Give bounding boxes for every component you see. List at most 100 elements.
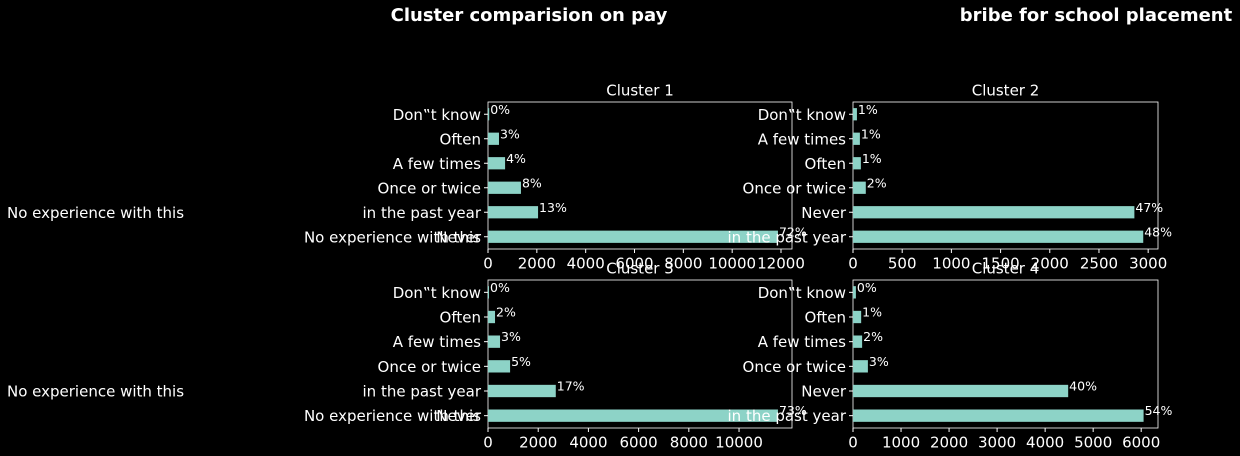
- x-tick-label: 10000: [708, 255, 756, 273]
- axes-frame: [487, 279, 793, 429]
- bar: [488, 384, 556, 398]
- bar: [853, 286, 856, 299]
- value-label: 1%: [862, 151, 882, 166]
- x-tick-label: 1500: [981, 255, 1019, 273]
- bar: [853, 360, 868, 373]
- bar: [853, 310, 862, 324]
- bar: [853, 409, 1144, 422]
- value-label: 0%: [857, 280, 877, 295]
- value-label: 40%: [1069, 379, 1097, 394]
- bar: [488, 157, 506, 170]
- y-tick-label: Don‟t know: [758, 106, 846, 124]
- value-label: 73%: [779, 403, 807, 418]
- bar: [488, 310, 496, 324]
- x-tick-label: 6000: [615, 255, 653, 273]
- x-tick-label: 6000: [620, 434, 658, 452]
- bar: [488, 360, 511, 373]
- bar: [488, 286, 490, 299]
- y-tick-label: No experience with this: [304, 228, 481, 246]
- x-tick-label: 0: [848, 255, 858, 273]
- value-label: 3%: [501, 329, 521, 344]
- x-tick-label: 500: [888, 255, 917, 273]
- value-label: 72%: [779, 224, 807, 239]
- y-tick-label: in the past year: [728, 228, 847, 246]
- y-tick-label: Often: [805, 155, 846, 173]
- y-tick-label: Don‟t know: [393, 284, 481, 302]
- subplot-title: Cluster 3: [606, 260, 674, 278]
- value-label: 3%: [869, 354, 889, 369]
- x-tick-label: 2000: [518, 255, 556, 273]
- y-tick-label: in the past year: [363, 383, 482, 401]
- y-tick-label: Don‟t know: [758, 284, 846, 302]
- bar: [853, 230, 1144, 243]
- bar: [853, 206, 1135, 219]
- y-tick-label: Don‟t know: [393, 106, 481, 124]
- x-tick-label: 1000: [932, 255, 970, 273]
- y-tick-label: Often: [805, 309, 846, 327]
- value-label: 13%: [539, 200, 567, 215]
- x-tick-label: 2000: [930, 434, 968, 452]
- x-tick-label: 10000: [715, 434, 763, 452]
- y-tick-label: Never: [436, 407, 482, 425]
- bar: [488, 181, 521, 194]
- value-label: 47%: [1135, 200, 1163, 215]
- x-tick-label: 0: [483, 434, 493, 452]
- value-label: 2%: [867, 175, 887, 190]
- subplot-title: Cluster 2: [972, 82, 1040, 100]
- value-label: 1%: [861, 126, 881, 141]
- y-tick-label: Never: [801, 383, 847, 401]
- x-tick-label: 1000: [882, 434, 920, 452]
- y-tick-label: A few times: [393, 155, 481, 173]
- x-tick-label: 6000: [1122, 434, 1160, 452]
- y-tick-label: Often: [440, 130, 481, 148]
- bar: [488, 409, 778, 422]
- value-label: 2%: [496, 305, 516, 320]
- x-tick-label: 2000: [1031, 255, 1069, 273]
- x-tick-label: 2500: [1080, 255, 1118, 273]
- x-tick-label: 4000: [569, 434, 607, 452]
- x-tick-label: 4000: [1026, 434, 1064, 452]
- suptitle: Cluster comparision on pay: [391, 5, 668, 26]
- value-label: 8%: [522, 175, 542, 190]
- y-tick-label: Once or twice: [378, 358, 481, 376]
- value-label: 2%: [863, 329, 883, 344]
- axes-frame: [487, 101, 793, 250]
- y-tick-label: in the past year: [728, 407, 847, 425]
- value-label: 1%: [862, 305, 882, 320]
- value-label: 0%: [490, 102, 510, 117]
- bar: [853, 335, 863, 348]
- y-tick-label: in the past year: [363, 204, 482, 222]
- x-tick-label: 0: [483, 255, 493, 273]
- value-label: 4%: [506, 151, 526, 166]
- y-tick-label: Once or twice: [743, 179, 846, 197]
- y-tick-label: Never: [801, 204, 847, 222]
- value-label: 1%: [858, 102, 878, 117]
- axes-frame: [852, 279, 1159, 429]
- y-tick-label: A few times: [393, 333, 481, 351]
- value-label: 54%: [1145, 403, 1173, 418]
- x-tick-label: 0: [848, 434, 858, 452]
- x-tick-label: 8000: [670, 434, 708, 452]
- suptitle: bribe for school placement: [960, 5, 1233, 26]
- side-label: No experience with this: [7, 383, 184, 401]
- bar: [853, 181, 866, 194]
- value-label: 0%: [490, 280, 510, 295]
- axes-frame: [852, 101, 1159, 250]
- bar: [853, 108, 857, 121]
- bar: [853, 384, 1069, 398]
- x-tick-label: 3000: [978, 434, 1016, 452]
- value-label: 5%: [511, 354, 531, 369]
- bar: [488, 230, 778, 243]
- x-tick-label: 12000: [757, 255, 805, 273]
- x-tick-label: 3000: [1129, 255, 1167, 273]
- x-tick-label: 2000: [519, 434, 557, 452]
- y-tick-label: Often: [440, 309, 481, 327]
- y-tick-label: A few times: [758, 333, 846, 351]
- y-tick-label: Once or twice: [743, 358, 846, 376]
- bar: [488, 335, 501, 348]
- x-tick-label: 8000: [664, 255, 702, 273]
- bar: [853, 132, 860, 145]
- value-label: 3%: [500, 126, 520, 141]
- bar: [488, 132, 499, 145]
